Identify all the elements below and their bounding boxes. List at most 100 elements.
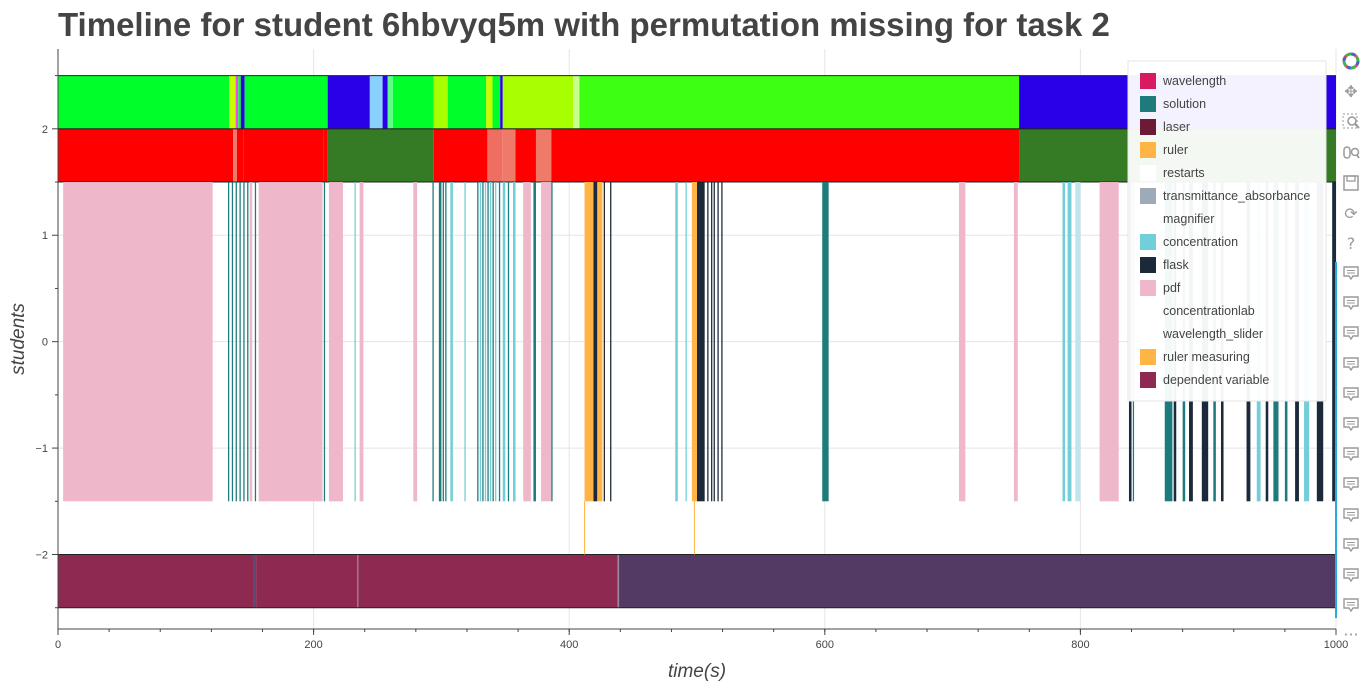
- band-segment: [619, 554, 1336, 608]
- event-bar: [597, 182, 603, 502]
- event-bar: [675, 182, 678, 502]
- hover-tool-icon[interactable]: [1340, 262, 1362, 284]
- hover-tool-icon[interactable]: [1340, 322, 1362, 344]
- hover-tool-icon[interactable]: [1340, 353, 1362, 375]
- help-tool-icon[interactable]: ?: [1346, 234, 1356, 253]
- event-bar: [685, 182, 687, 502]
- band-segment: [357, 554, 359, 608]
- save-tool-icon[interactable]: [1340, 172, 1362, 194]
- band-segment: [387, 75, 393, 129]
- band-segment: [58, 554, 254, 608]
- more-tools-icon[interactable]: ···: [1343, 625, 1359, 645]
- legend-label[interactable]: flask: [1163, 258, 1189, 272]
- legend-swatch[interactable]: [1140, 257, 1156, 273]
- hover-tool-icon[interactable]: [1340, 534, 1362, 556]
- legend-swatch[interactable]: [1140, 73, 1156, 89]
- x-tick-label: 200: [304, 639, 322, 651]
- event-bar: [1062, 182, 1066, 502]
- legend-swatch[interactable]: [1140, 165, 1156, 181]
- legend-swatch[interactable]: [1140, 234, 1156, 250]
- event-bar: [249, 182, 253, 502]
- hover-tool-icon[interactable]: [1340, 504, 1362, 526]
- event-bar: [477, 182, 479, 502]
- legend-swatch[interactable]: [1140, 349, 1156, 365]
- hover-tool-icon[interactable]: [1340, 292, 1362, 314]
- event-bar: [593, 182, 598, 502]
- bokeh-logo-icon[interactable]: [1340, 50, 1362, 72]
- x-tick-label: 600: [816, 639, 834, 651]
- event-bar: [507, 182, 510, 502]
- band-segment: [238, 75, 241, 129]
- hover-tool-icon[interactable]: [1340, 383, 1362, 405]
- event-bar: [721, 182, 723, 502]
- band-segment: [58, 128, 234, 183]
- active-tool-indicator: [1335, 262, 1337, 618]
- y-axis-title: students: [8, 303, 29, 375]
- band-segment: [551, 128, 1020, 183]
- band-segment: [256, 554, 358, 608]
- legend-swatch[interactable]: [1140, 303, 1156, 319]
- legend[interactable]: wavelength solution laser ruler restarts tran…: [1127, 60, 1327, 402]
- legend-swatch[interactable]: [1140, 142, 1156, 158]
- event-bar: [512, 182, 516, 502]
- event-bar: [717, 182, 719, 502]
- legend-label[interactable]: ruler measuring: [1163, 350, 1250, 364]
- event-bar: [328, 182, 343, 502]
- event-bar: [492, 182, 494, 502]
- legend-label[interactable]: wavelength_slider: [1162, 327, 1263, 341]
- band-segment: [579, 75, 1020, 129]
- event-bar: [479, 182, 482, 502]
- legend-label[interactable]: magnifier: [1163, 212, 1214, 226]
- hover-tool-icon[interactable]: [1340, 413, 1362, 435]
- legend-swatch[interactable]: [1140, 372, 1156, 388]
- event-bar: [438, 182, 442, 502]
- event-bar: [711, 182, 713, 502]
- legend-label[interactable]: dependent variable: [1163, 373, 1269, 387]
- band-segment: [515, 128, 536, 183]
- x-axis-title: time(s): [668, 661, 726, 682]
- event-bar: [1075, 182, 1081, 502]
- band-segment: [573, 75, 580, 129]
- legend-label[interactable]: laser: [1163, 120, 1190, 134]
- event-bar: [707, 182, 709, 502]
- event-bar: [258, 182, 323, 502]
- legend-label[interactable]: concentration: [1163, 235, 1238, 249]
- x-tick-label: 400: [560, 639, 578, 651]
- band-segment: [617, 554, 620, 608]
- legend-swatch[interactable]: [1140, 188, 1156, 204]
- legend-swatch[interactable]: [1140, 119, 1156, 135]
- event-bar: [413, 182, 418, 502]
- plot-toolbar: ✥ ⟳? ···: [1335, 50, 1364, 643]
- legend-label[interactable]: transmittance_absorbance: [1163, 189, 1310, 203]
- x-tick-label: 800: [1071, 639, 1089, 651]
- event-bar: [495, 182, 497, 502]
- band-segment: [369, 75, 383, 129]
- legend-label[interactable]: wavelength: [1162, 74, 1226, 88]
- y-tick-label: 0: [42, 337, 48, 349]
- band-segment: [327, 75, 370, 129]
- wheel-zoom-tool-icon[interactable]: [1340, 142, 1362, 164]
- band-segment: [492, 75, 501, 129]
- legend-swatch[interactable]: [1140, 211, 1156, 227]
- event-bar: [1099, 182, 1119, 502]
- legend-label[interactable]: pdf: [1163, 281, 1181, 295]
- pan-tool-icon[interactable]: ✥: [1344, 81, 1358, 101]
- legend-label[interactable]: concentrationlab: [1163, 304, 1255, 318]
- legend-label[interactable]: solution: [1163, 97, 1206, 111]
- axes: 0 200 400 600 800 1000 −2 −1 0 1 2: [35, 49, 1348, 651]
- box-zoom-tool-icon[interactable]: [1340, 111, 1362, 133]
- y-tick-label: 1: [42, 230, 48, 242]
- legend-swatch[interactable]: [1140, 96, 1156, 112]
- legend-swatch[interactable]: [1140, 280, 1156, 296]
- hover-tool-icon[interactable]: [1340, 473, 1362, 495]
- reset-tool-icon[interactable]: ⟳: [1344, 203, 1358, 223]
- hover-tool-icon[interactable]: [1340, 564, 1362, 586]
- legend-label[interactable]: ruler: [1163, 143, 1188, 157]
- legend-label[interactable]: restarts: [1163, 166, 1205, 180]
- hover-tool-icon[interactable]: [1340, 443, 1362, 465]
- legend-swatch[interactable]: [1140, 326, 1156, 342]
- event-bar: [445, 182, 447, 502]
- event-bar: [227, 182, 230, 502]
- hover-tool-icon[interactable]: [1340, 594, 1362, 616]
